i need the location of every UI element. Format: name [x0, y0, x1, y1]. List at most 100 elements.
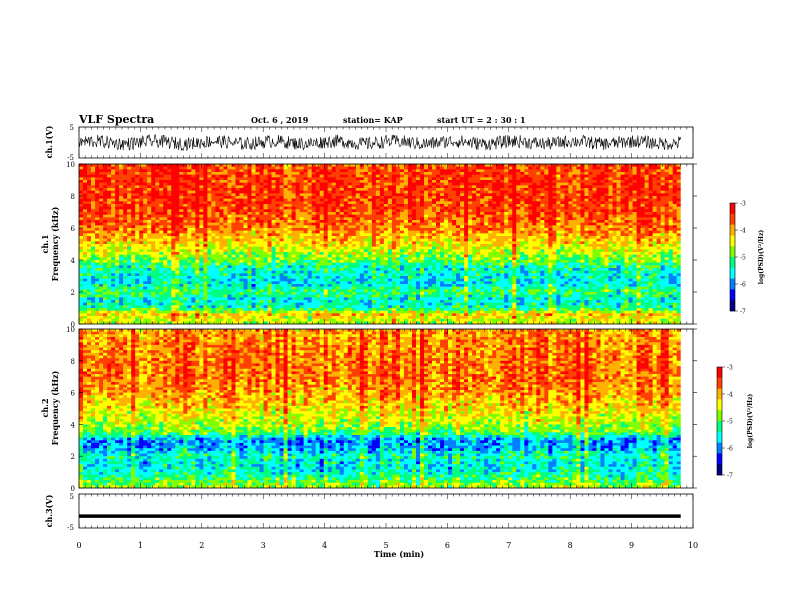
- spectrogram-cell: [484, 225, 488, 228]
- spectrogram-cell: [544, 239, 548, 242]
- spectrogram-cell: [372, 175, 376, 178]
- spectrogram-cell: [376, 191, 380, 194]
- spectrogram-cell: [264, 185, 268, 188]
- spectrogram-cell: [247, 201, 251, 204]
- spectrogram-cell: [187, 188, 191, 191]
- spectrogram-cell: [99, 220, 103, 223]
- spectrogram-cell: [215, 180, 219, 183]
- spectrogram-cell: [677, 180, 681, 183]
- spectrogram-cell: [524, 209, 528, 212]
- spectrogram-cell: [528, 169, 532, 172]
- spectrogram-cell: [388, 228, 392, 231]
- spectrogram-cell: [609, 239, 613, 242]
- ch1-spectrogram-image: [79, 164, 693, 324]
- spectrogram-cell: [408, 164, 412, 167]
- spectrogram-cell: [251, 204, 255, 207]
- spectrogram-cell: [472, 199, 476, 202]
- spectrogram-cell: [155, 204, 159, 207]
- spectrogram-cell: [115, 225, 119, 228]
- spectrogram-cell: [524, 177, 528, 180]
- spectrogram-cell: [268, 204, 272, 207]
- spectrogram-cell: [127, 175, 131, 178]
- spectrogram-cell: [163, 239, 167, 242]
- spectrogram-cell: [404, 223, 408, 226]
- spectrogram-cell: [584, 196, 588, 199]
- spectrogram-cell: [243, 167, 247, 170]
- spectrogram-cell: [227, 244, 231, 247]
- spectrogram-cell: [412, 180, 416, 183]
- spectrogram-cell: [344, 177, 348, 180]
- spectrogram-cell: [588, 244, 592, 247]
- spectrogram-cell: [621, 196, 625, 199]
- spectrogram-cell: [107, 228, 111, 231]
- spectrogram-cell: [260, 193, 264, 196]
- ch1-spectrogram-panel: 0246810 ch.1 Frequency (kHz): [40, 161, 697, 329]
- spectrogram-cell: [472, 207, 476, 210]
- spectrogram-cell: [492, 244, 496, 247]
- spectrogram-cell: [376, 233, 380, 236]
- spectrogram-cell: [264, 172, 268, 175]
- spectrogram-cell: [344, 169, 348, 172]
- spectrogram-cell: [264, 217, 268, 220]
- spectrogram-cell: [340, 201, 344, 204]
- spectrogram-cell: [272, 183, 276, 186]
- spectrogram-cell: [171, 228, 175, 231]
- spectrogram-cell: [580, 223, 584, 226]
- spectrogram-cell: [496, 167, 500, 170]
- spectrogram-cell: [412, 215, 416, 218]
- spectrogram-cell: [540, 204, 544, 207]
- spectrogram-cell: [167, 193, 171, 196]
- spectrogram-cell: [504, 191, 508, 194]
- spectrogram-cell: [256, 244, 260, 247]
- spectrogram-cell: [280, 177, 284, 180]
- spectrogram-cell: [500, 215, 504, 218]
- spectrogram-cell: [368, 191, 372, 194]
- spectrogram-cell: [348, 183, 352, 186]
- spectrogram-cell: [79, 228, 83, 231]
- spectrogram-cell: [669, 231, 673, 234]
- spectrogram-cell: [83, 225, 87, 228]
- spectrogram-cell: [629, 239, 633, 242]
- spectrogram-cell: [372, 225, 376, 228]
- spectrogram-cell: [175, 209, 179, 212]
- spectrogram-cell: [231, 217, 235, 220]
- spectrogram-cell: [348, 185, 352, 188]
- spectrogram-cell: [264, 177, 268, 180]
- spectrogram-cell: [115, 215, 119, 218]
- spectrogram-cell: [251, 180, 255, 183]
- spectrogram-cell: [649, 223, 653, 226]
- spectrogram-cell: [139, 244, 143, 247]
- spectrogram-cell: [328, 228, 332, 231]
- spectrogram-cell: [528, 177, 532, 180]
- spectrogram-cell: [520, 215, 524, 218]
- spectrogram-cell: [436, 217, 440, 220]
- spectrogram-cell: [572, 228, 576, 231]
- spectrogram-cell: [175, 175, 179, 178]
- spectrogram-cell: [536, 183, 540, 186]
- spectrogram-cell: [107, 241, 111, 244]
- spectrogram-cell: [476, 225, 480, 228]
- spectrogram-cell: [432, 185, 436, 188]
- spectrogram-cell: [516, 180, 520, 183]
- spectrogram-cell: [488, 183, 492, 186]
- spectrogram-cell: [163, 209, 167, 212]
- spectrogram-cell: [548, 239, 552, 242]
- spectrogram-cell: [324, 236, 328, 239]
- spectrogram-cell: [187, 177, 191, 180]
- spectrogram-cell: [187, 223, 191, 226]
- spectrogram-cell: [504, 241, 508, 244]
- spectrogram-cell: [641, 164, 645, 167]
- spectrogram-cell: [135, 233, 139, 236]
- spectrogram-cell: [380, 225, 384, 228]
- spectrogram-cell: [103, 233, 107, 236]
- spectrogram-cell: [123, 175, 127, 178]
- spectrogram-cell: [472, 177, 476, 180]
- spectrogram-cell: [600, 223, 604, 226]
- spectrogram-cell: [516, 223, 520, 226]
- spectrogram-cell: [420, 169, 424, 172]
- spectrogram-cell: [625, 177, 629, 180]
- spectrogram-cell: [364, 215, 368, 218]
- spectrogram-cell: [540, 207, 544, 210]
- spectrogram-cell: [296, 233, 300, 236]
- spectrogram-cell: [416, 201, 420, 204]
